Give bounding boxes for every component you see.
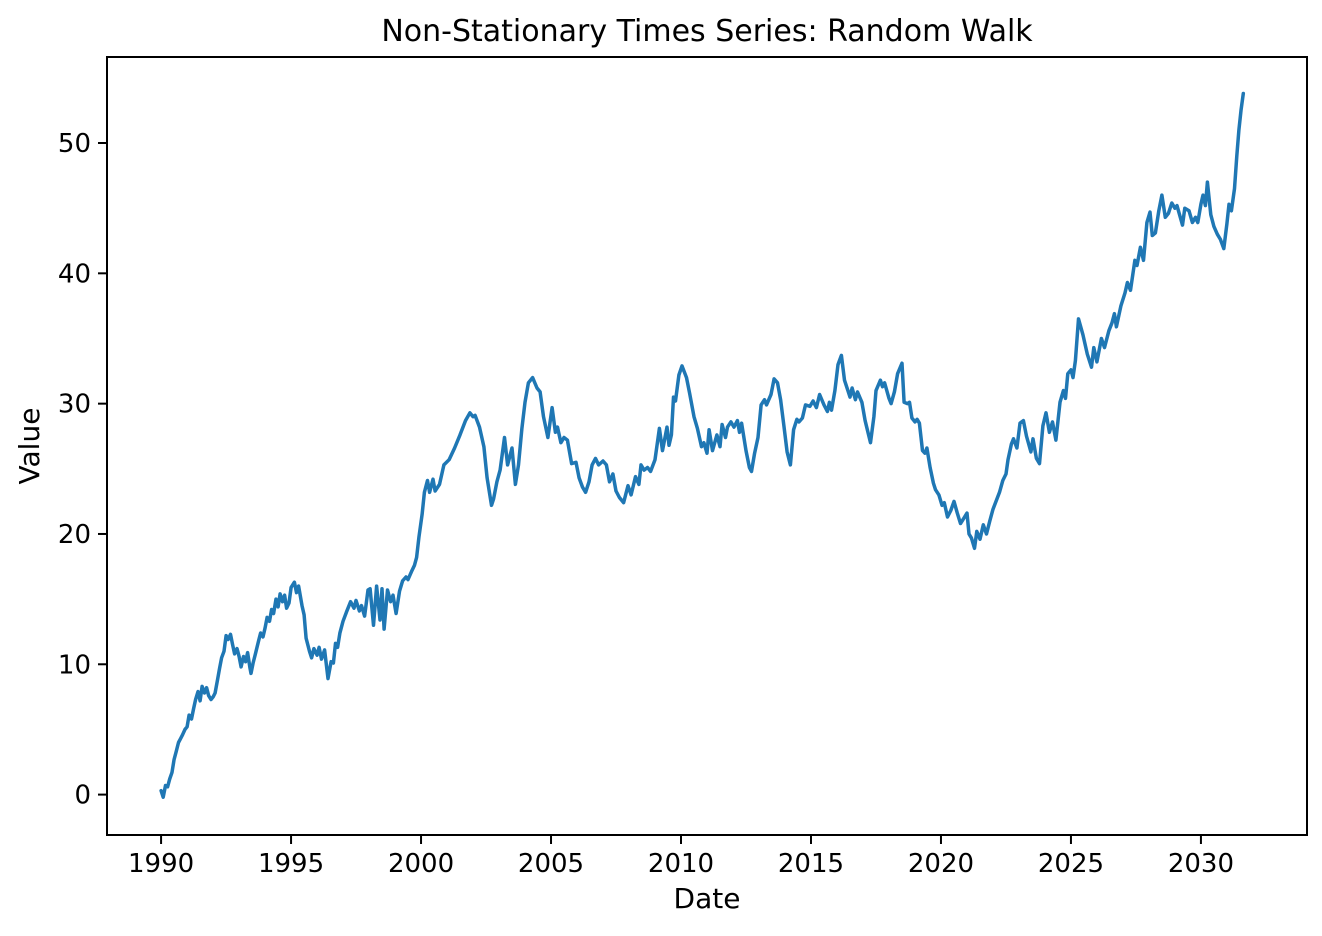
y-tick-label: 50	[58, 129, 91, 159]
x-tick-label: 1995	[258, 849, 324, 879]
x-tick-label: 2015	[778, 849, 844, 879]
x-tick-label: 2020	[908, 849, 974, 879]
y-tick-label: 20	[58, 520, 91, 550]
y-tick-label: 40	[58, 259, 91, 289]
y-tick-label: 10	[58, 650, 91, 680]
x-tick-label: 2005	[518, 849, 584, 879]
y-axis-label: Value	[13, 407, 46, 485]
x-tick-label: 2030	[1168, 849, 1234, 879]
x-tick-label: 2000	[388, 849, 454, 879]
x-tick-label: 2010	[648, 849, 714, 879]
y-tick-label: 30	[58, 390, 91, 420]
y-tick-label: 0	[74, 781, 91, 811]
plot-border	[106, 56, 1308, 836]
x-tick-label: 2025	[1038, 849, 1104, 879]
x-tick-label: 1990	[128, 849, 194, 879]
x-axis-label: Date	[673, 882, 741, 915]
chart-title: Non-Stationary Times Series: Random Walk	[381, 14, 1033, 49]
series-line-random-walk	[159, 91, 1246, 799]
